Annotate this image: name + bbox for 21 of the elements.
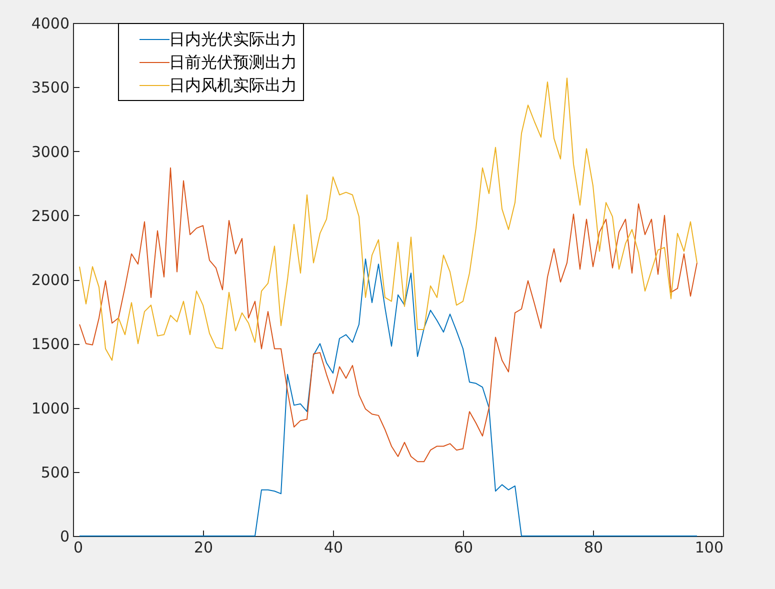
line-series bbox=[79, 258, 698, 536]
x-tick-label: 100 bbox=[694, 538, 724, 556]
line-series bbox=[79, 167, 698, 462]
legend-label: 日内光伏实际出力 bbox=[169, 30, 297, 48]
y-tick-label: 3000 bbox=[31, 142, 70, 161]
y-tick-label: 2000 bbox=[31, 271, 70, 289]
x-tick-label: 60 bbox=[454, 538, 474, 556]
x-tick-label: 40 bbox=[324, 538, 344, 556]
y-tick-label: 2500 bbox=[31, 206, 70, 225]
legend-label: 日内风机实际出力 bbox=[169, 76, 297, 94]
x-tick-label: 80 bbox=[584, 538, 604, 556]
line-series bbox=[79, 78, 698, 361]
x-tick-label: 0 bbox=[74, 538, 84, 556]
y-tick-label: 0 bbox=[60, 528, 70, 546]
y-tick-label: 4000 bbox=[31, 14, 70, 32]
legend-label: 日前光伏预测出力 bbox=[169, 52, 297, 72]
x-tick-label: 20 bbox=[194, 538, 214, 556]
y-tick-label: 1500 bbox=[31, 335, 70, 354]
y-tick-label: 3500 bbox=[31, 78, 70, 97]
y-tick-label: 500 bbox=[40, 463, 70, 482]
y-tick-label: 1000 bbox=[31, 399, 70, 418]
